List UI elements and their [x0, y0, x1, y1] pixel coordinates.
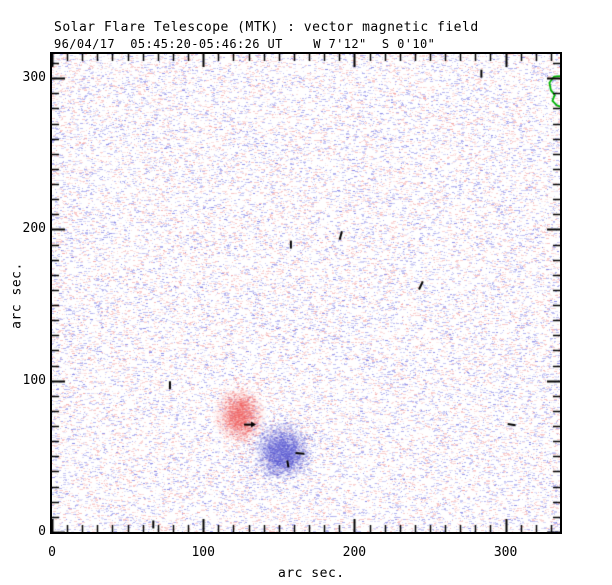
y-tick-label-100: 100: [22, 372, 46, 388]
x-tick-label-300: 300: [493, 545, 518, 560]
figure-title: Solar Flare Telescope (MTK) : vector mag…: [54, 20, 479, 35]
x-tick-label-0: 0: [48, 545, 56, 560]
plot-frame: [50, 52, 562, 534]
x-tick-label-200: 200: [342, 545, 367, 560]
y-axis-label: arc sec.: [9, 262, 25, 329]
x-axis-label: arc sec.: [278, 566, 345, 581]
x-tick-label-100: 100: [191, 545, 215, 560]
magnetogram-canvas: [52, 54, 560, 532]
y-tick-label-300: 300: [22, 70, 46, 86]
y-tick-label-0: 0: [38, 524, 46, 539]
figure-subtitle: 96/04/17 05:45:20-05:46:26 UT W 7'12" S …: [54, 37, 436, 51]
y-tick-label-200: 200: [22, 221, 46, 237]
